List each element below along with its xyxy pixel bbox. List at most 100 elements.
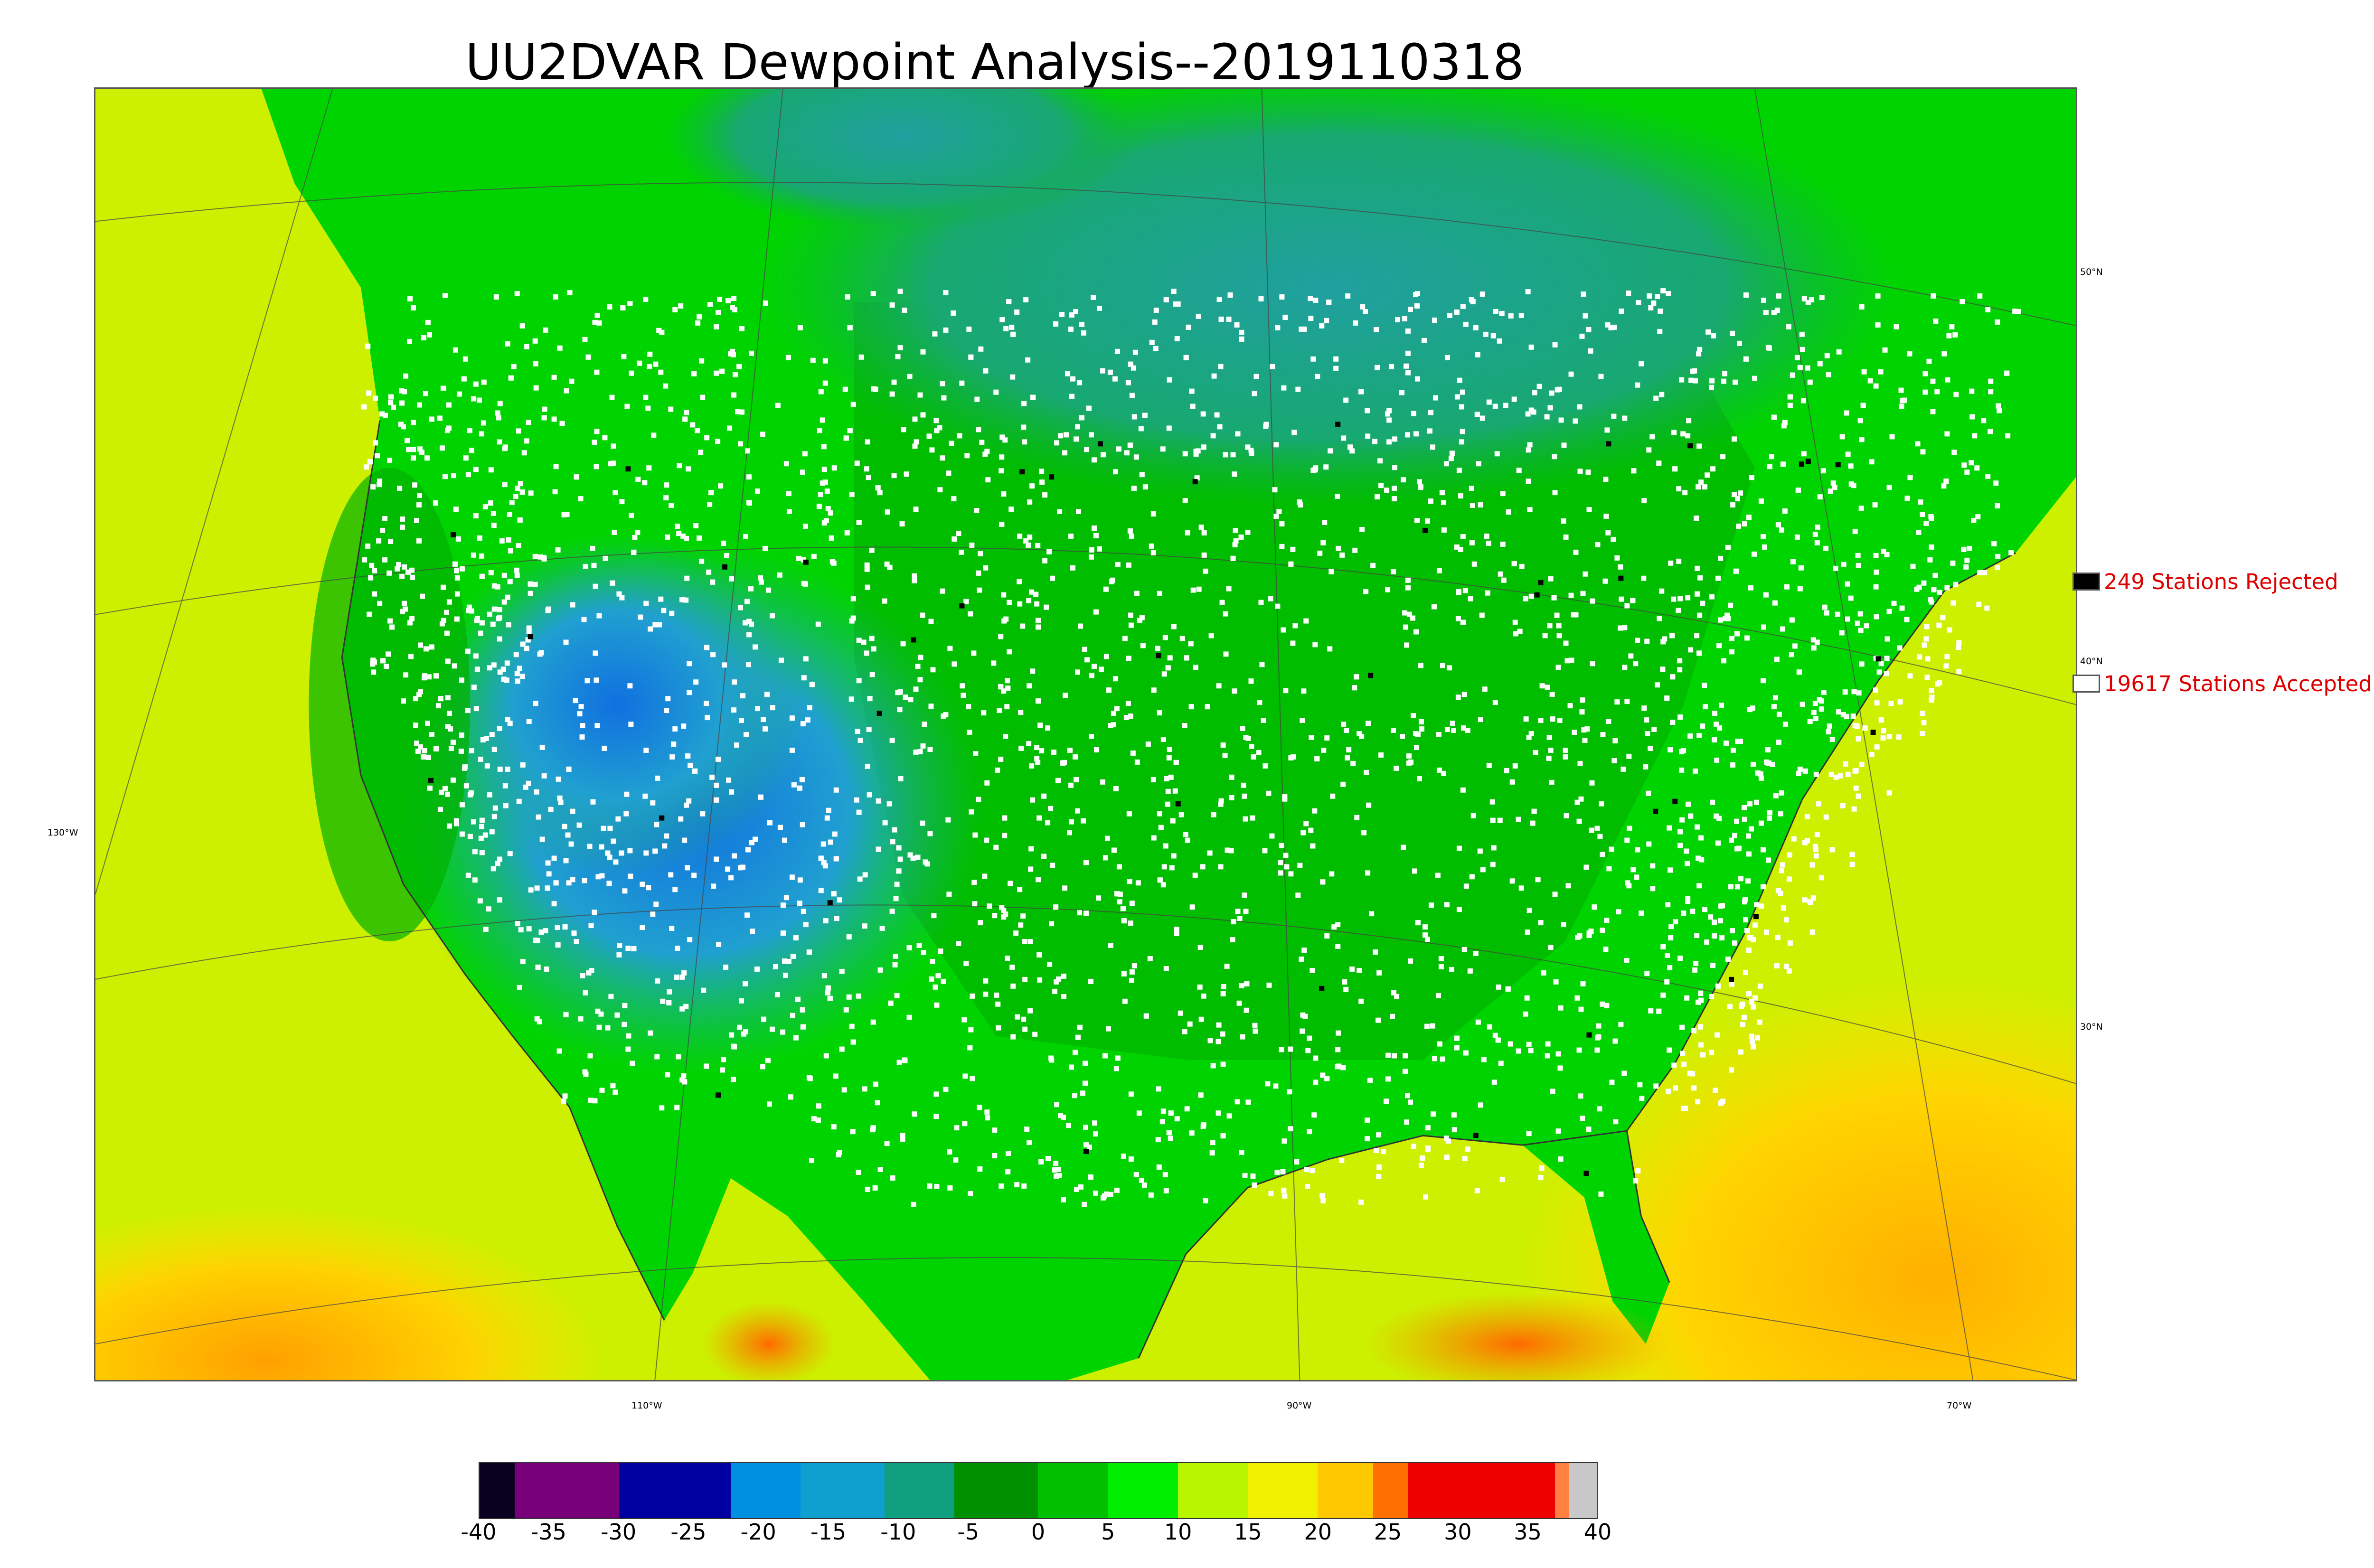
- station-accepted-marker: [1003, 616, 1009, 622]
- station-accepted-marker: [1525, 930, 1530, 935]
- station-accepted-marker: [1365, 1136, 1370, 1142]
- colorbar-tick-label: 20: [1304, 1519, 1332, 1545]
- station-accepted-marker: [553, 464, 559, 469]
- station-accepted-marker: [983, 978, 989, 984]
- station-accepted-marker: [870, 1127, 876, 1133]
- station-accepted-marker: [1916, 529, 1922, 535]
- station-accepted-marker: [800, 822, 805, 827]
- station-accepted-marker: [1168, 774, 1174, 780]
- station-accepted-marker: [1935, 681, 1941, 687]
- station-accepted-marker: [1667, 965, 1673, 970]
- station-accepted-marker: [1282, 794, 1288, 799]
- station-accepted-marker: [1074, 436, 1079, 442]
- station-accepted-marker: [482, 832, 488, 838]
- station-accepted-marker: [1676, 608, 1681, 613]
- station-accepted-marker: [669, 503, 674, 508]
- station-accepted-marker: [1681, 911, 1686, 916]
- station-accepted-marker: [1028, 866, 1034, 872]
- station-accepted-marker: [789, 715, 795, 721]
- station-accepted-marker: [1127, 879, 1132, 884]
- station-accepted-marker: [635, 477, 641, 482]
- station-accepted-marker: [760, 432, 765, 437]
- station-accepted-marker: [1729, 649, 1735, 655]
- station-accepted-marker: [1666, 1089, 1671, 1094]
- station-accepted-marker: [920, 612, 925, 618]
- station-rejected-marker: [1835, 462, 1841, 468]
- station-accepted-marker: [589, 967, 594, 973]
- station-accepted-marker: [1428, 902, 1434, 908]
- station-accepted-marker: [1595, 1035, 1601, 1041]
- station-accepted-marker: [985, 477, 991, 483]
- station-accepted-marker: [1198, 1092, 1204, 1098]
- station-accepted-marker: [964, 453, 970, 459]
- station-accepted-marker: [931, 913, 937, 919]
- dewpoint-map[interactable]: 50°N 40°N 30°N: [94, 87, 2103, 1381]
- station-accepted-marker: [1512, 620, 1518, 625]
- station-accepted-marker: [1262, 763, 1268, 769]
- station-accepted-marker: [1250, 1173, 1256, 1179]
- station-accepted-marker: [1720, 454, 1726, 460]
- station-accepted-marker: [1708, 914, 1714, 920]
- station-accepted-marker: [541, 415, 547, 421]
- colorbar-segment: [1317, 1463, 1374, 1518]
- station-accepted-marker: [1490, 817, 1496, 823]
- station-accepted-marker: [1573, 549, 1579, 555]
- station-accepted-marker: [643, 297, 649, 302]
- station-accepted-marker: [1694, 933, 1700, 939]
- station-accepted-marker: [1462, 1156, 1468, 1162]
- station-accepted-marker: [1443, 1136, 1449, 1141]
- station-accepted-marker: [1595, 542, 1601, 547]
- station-accepted-marker: [1088, 432, 1094, 438]
- station-accepted-marker: [977, 1105, 982, 1110]
- station-accepted-marker: [1799, 347, 1805, 352]
- station-accepted-marker: [723, 964, 729, 970]
- station-accepted-marker: [1765, 747, 1771, 752]
- station-accepted-marker: [1733, 379, 1738, 385]
- station-accepted-marker: [1230, 937, 1235, 943]
- station-accepted-marker: [1791, 836, 1797, 842]
- station-accepted-marker: [831, 1124, 837, 1130]
- station-accepted-marker: [893, 953, 898, 959]
- station-accepted-marker: [1386, 439, 1392, 445]
- station-accepted-marker: [1239, 336, 1244, 342]
- station-accepted-marker: [1660, 944, 1666, 950]
- station-accepted-marker: [1039, 748, 1045, 753]
- station-accepted-marker: [650, 911, 656, 917]
- station-accepted-marker: [526, 420, 531, 425]
- station-accepted-marker: [538, 650, 544, 656]
- station-accepted-marker: [1135, 880, 1141, 886]
- station-accepted-marker: [532, 338, 538, 344]
- station-accepted-marker: [1907, 673, 1913, 679]
- station-accepted-marker: [1008, 881, 1013, 886]
- station-accepted-marker: [900, 1136, 905, 1142]
- station-accepted-marker: [666, 1000, 672, 1005]
- station-accepted-marker: [1307, 1035, 1312, 1041]
- station-accepted-marker: [1711, 333, 1716, 338]
- station-accepted-marker: [495, 410, 500, 416]
- station-accepted-marker: [520, 958, 526, 964]
- station-accepted-marker: [1298, 502, 1303, 508]
- station-accepted-marker: [411, 305, 416, 310]
- station-accepted-marker: [1763, 930, 1769, 935]
- station-accepted-marker: [1752, 376, 1757, 381]
- station-accepted-marker: [704, 701, 709, 706]
- station-accepted-marker: [1456, 907, 1462, 912]
- station-accepted-marker: [933, 418, 939, 423]
- station-accepted-marker: [1660, 667, 1666, 672]
- station-accepted-marker: [1598, 1191, 1604, 1197]
- station-accepted-marker: [949, 441, 954, 446]
- station-accepted-marker: [749, 350, 754, 356]
- station-accepted-marker: [970, 1076, 975, 1081]
- station-accepted-marker: [1167, 746, 1172, 752]
- station-accepted-marker: [687, 937, 693, 943]
- station-accepted-marker: [976, 427, 981, 432]
- station-accepted-marker: [800, 469, 805, 475]
- station-accepted-marker: [1273, 442, 1279, 448]
- station-accepted-marker: [1709, 594, 1715, 600]
- station-rejected-marker: [1799, 461, 1804, 467]
- station-accepted-marker: [820, 417, 825, 423]
- station-accepted-marker: [1780, 461, 1786, 467]
- station-accepted-marker: [1688, 377, 1694, 383]
- station-accepted-marker: [591, 563, 597, 568]
- station-accepted-marker: [762, 726, 768, 732]
